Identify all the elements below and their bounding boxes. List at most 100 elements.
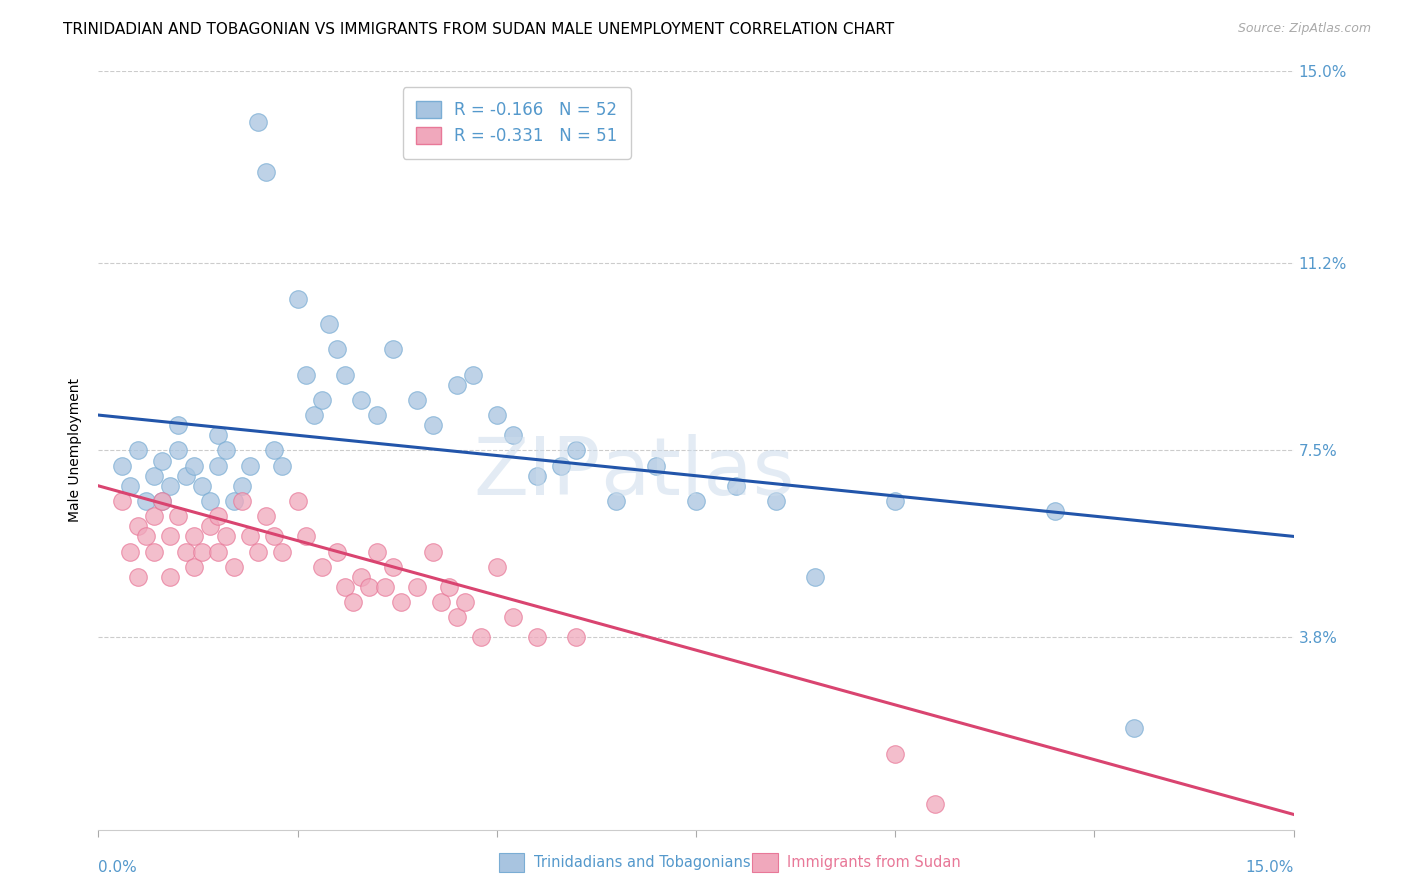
Point	[207, 428, 229, 442]
Point	[350, 570, 373, 584]
Point	[294, 368, 316, 382]
Point	[222, 559, 245, 574]
Point	[350, 392, 373, 407]
Point	[239, 458, 262, 473]
Point	[1123, 722, 1146, 736]
Point	[311, 392, 333, 407]
Point	[191, 544, 214, 558]
Point	[198, 519, 221, 533]
Point	[263, 443, 285, 458]
Point	[143, 468, 166, 483]
Point	[270, 544, 292, 558]
Point	[150, 453, 173, 467]
Point	[406, 580, 429, 594]
Point	[485, 408, 508, 422]
Point	[461, 368, 484, 382]
Point	[645, 458, 668, 473]
Text: Trinidadians and Tobagonians: Trinidadians and Tobagonians	[534, 855, 751, 870]
Point	[765, 494, 787, 508]
Point	[111, 458, 134, 473]
Point	[294, 529, 316, 543]
Point	[198, 494, 221, 508]
Point	[526, 468, 548, 483]
Text: atlas: atlas	[600, 434, 794, 512]
Point	[287, 494, 309, 508]
Point	[263, 529, 285, 543]
Point	[127, 519, 149, 533]
Point	[167, 418, 190, 433]
Point	[924, 797, 946, 812]
Point	[804, 570, 827, 584]
Point	[454, 595, 477, 609]
Point	[311, 559, 333, 574]
Point	[239, 529, 262, 543]
Point	[183, 529, 205, 543]
Point	[111, 494, 134, 508]
Point	[135, 529, 157, 543]
Text: TRINIDADIAN AND TOBAGONIAN VS IMMIGRANTS FROM SUDAN MALE UNEMPLOYMENT CORRELATIO: TRINIDADIAN AND TOBAGONIAN VS IMMIGRANTS…	[63, 22, 894, 37]
Point	[366, 408, 388, 422]
Point	[143, 509, 166, 524]
Point	[143, 544, 166, 558]
Point	[127, 443, 149, 458]
Point	[207, 544, 229, 558]
Point	[167, 443, 190, 458]
Point	[422, 418, 444, 433]
Point	[470, 631, 492, 645]
Point	[215, 443, 238, 458]
Point	[335, 580, 357, 594]
Point	[884, 494, 907, 508]
Point	[366, 544, 388, 558]
Point	[120, 479, 142, 493]
Point	[422, 544, 444, 558]
Point	[191, 479, 214, 493]
Text: ZIP: ZIP	[472, 434, 600, 512]
Point	[446, 377, 468, 392]
Text: Immigrants from Sudan: Immigrants from Sudan	[787, 855, 962, 870]
Point	[222, 494, 245, 508]
Point	[174, 468, 197, 483]
Point	[359, 580, 381, 594]
Point	[287, 292, 309, 306]
Point	[526, 631, 548, 645]
Point	[565, 443, 588, 458]
Point	[174, 544, 197, 558]
Point	[150, 494, 173, 508]
Point	[382, 343, 405, 357]
Point	[430, 595, 453, 609]
Point	[382, 559, 405, 574]
Y-axis label: Male Unemployment: Male Unemployment	[69, 378, 83, 523]
Point	[159, 479, 181, 493]
Point	[207, 509, 229, 524]
Point	[150, 494, 173, 508]
Point	[502, 428, 524, 442]
Point	[685, 494, 707, 508]
Point	[215, 529, 238, 543]
Text: 0.0%: 0.0%	[98, 860, 138, 875]
Point	[884, 747, 907, 761]
Point	[446, 610, 468, 624]
Point	[135, 494, 157, 508]
Point	[246, 544, 269, 558]
Point	[183, 458, 205, 473]
Point	[254, 165, 277, 179]
Point	[183, 559, 205, 574]
Point	[389, 595, 412, 609]
Point	[502, 610, 524, 624]
Point	[246, 115, 269, 129]
Point	[485, 559, 508, 574]
Point	[159, 570, 181, 584]
Point	[120, 544, 142, 558]
Legend: R = -0.166   N = 52, R = -0.331   N = 51: R = -0.166 N = 52, R = -0.331 N = 51	[402, 87, 631, 159]
Point	[254, 509, 277, 524]
Point	[270, 458, 292, 473]
Point	[167, 509, 190, 524]
Point	[207, 458, 229, 473]
Point	[342, 595, 364, 609]
Text: Source: ZipAtlas.com: Source: ZipAtlas.com	[1237, 22, 1371, 36]
Point	[550, 458, 572, 473]
Point	[326, 544, 349, 558]
Point	[231, 494, 253, 508]
Point	[326, 343, 349, 357]
Point	[231, 479, 253, 493]
